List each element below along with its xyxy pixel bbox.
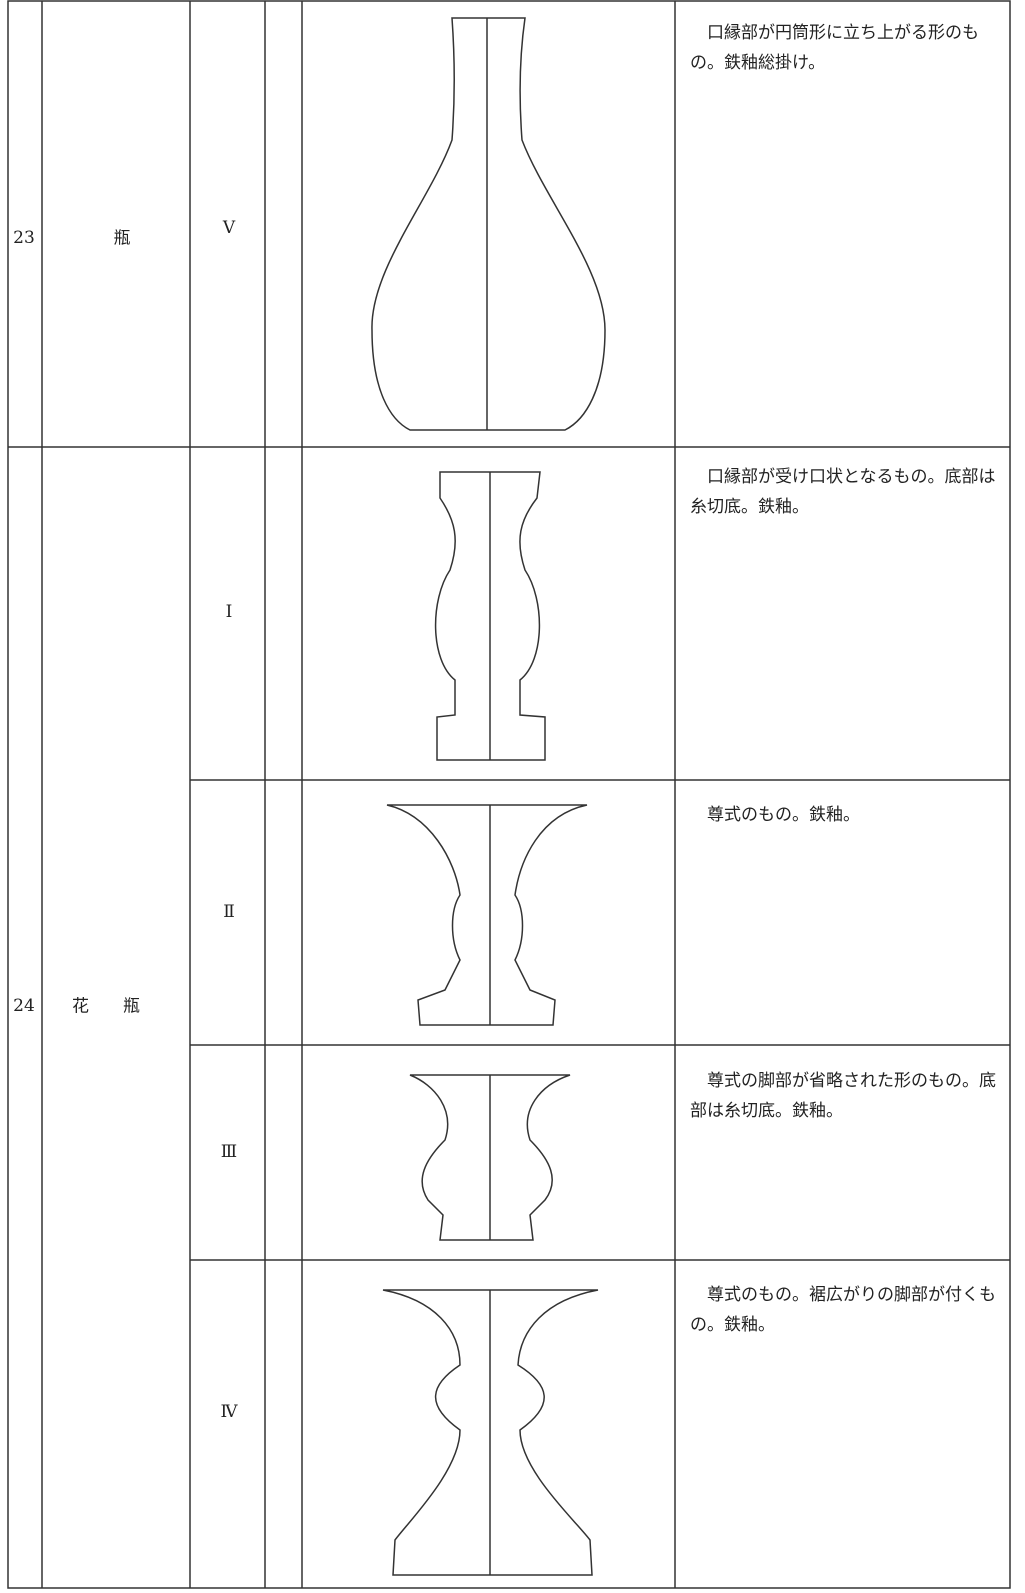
item-number: 24 [13, 996, 35, 1016]
item-type: Ⅰ [225, 602, 233, 622]
table-border [7, 0, 1011, 1589]
item-type: Ⅲ [220, 1142, 238, 1162]
item-description: 尊式の脚部が省略された形のもの。底部は糸切底。鉄釉。 [690, 1071, 996, 1121]
item-type: Ⅱ [223, 902, 235, 922]
row-lines [8, 446, 1010, 1261]
item-type: Ⅴ [222, 218, 236, 238]
item-name: 花 瓶 [72, 996, 140, 1017]
item-description: 口縁部が受け口状となるもの。底部は糸切底。鉄釉。 [690, 467, 996, 517]
item-number: 23 [13, 228, 35, 248]
item-description: 尊式のもの。裾広がりの脚部が付くもの。鉄釉。 [690, 1285, 996, 1335]
item-name: 瓶 [113, 228, 131, 249]
item-description: 口縁部が円筒形に立ち上がる形のもの。鉄釉総掛け。 [690, 23, 979, 73]
column-lines [41, 1, 676, 1588]
item-type: Ⅳ [220, 1402, 238, 1422]
vase-drawings [371, 17, 606, 1576]
item-description: 尊式のもの。鉄釉。 [707, 805, 860, 825]
